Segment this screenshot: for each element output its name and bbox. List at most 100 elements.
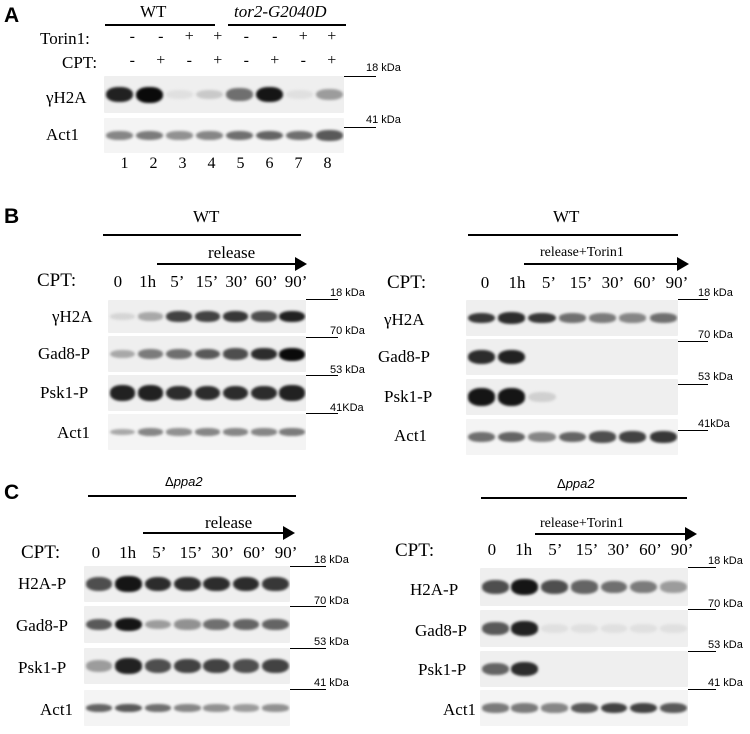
blot-band (558, 313, 586, 323)
panel-c-right-marker-18: 18 kDa (708, 555, 743, 567)
panel-a-torin-signs: - - + + - - + + (118, 28, 346, 46)
blot-band (109, 312, 136, 321)
blot-band (225, 130, 253, 141)
panel-b-left-marker-line-53 (306, 375, 338, 376)
panel-b-left-header: WT (193, 207, 220, 226)
panel-c-right-release-arrow (535, 528, 697, 540)
blot-band (511, 662, 539, 676)
timepoint-label: 1h (119, 543, 137, 562)
blot-band (619, 313, 647, 323)
panel-b-right-marker-53: 53 kDa (698, 371, 733, 383)
panel-a-letter: A (4, 4, 20, 27)
panel-b-left-marker-53: 53 kDa (330, 364, 365, 376)
timepoint-label: 15’ (195, 272, 219, 291)
timepoint-label: 5’ (170, 272, 185, 291)
blot-band (137, 348, 164, 360)
blot-band (262, 618, 289, 631)
blot-band (511, 579, 539, 595)
blot-band (115, 576, 142, 592)
blot-band (498, 312, 526, 324)
panel-b-right-blot-gad8 (466, 339, 678, 375)
timepoint-label: 0 (113, 272, 123, 291)
blot-band (144, 576, 172, 592)
torin-sign: + (184, 28, 194, 45)
blot-band (528, 432, 556, 442)
timepoint-label: 0 (91, 543, 101, 562)
panel-c-left-cpt-label: CPT: (21, 542, 61, 563)
panel-b-right-blot-act1 (466, 419, 678, 455)
panel-b-right-release-arrow (524, 258, 689, 270)
lane-number: 2 (149, 155, 158, 172)
panel-c-right-header: Δppa2 (557, 476, 595, 491)
blot-band (232, 704, 260, 712)
panel-c-right-marker-53: 53 kDa (708, 639, 743, 651)
panel-b-left-blot-gh2a (108, 300, 306, 333)
panel-c-right-blot-act1 (480, 690, 688, 726)
panel-b-left-blot-act1 (108, 414, 306, 450)
blot-band (85, 618, 113, 631)
torin-sign: - (272, 28, 278, 45)
blot-band (541, 703, 568, 713)
panel-c-right-cpt-label: CPT: (395, 540, 435, 561)
panel-a-wt-header: WT (140, 2, 167, 21)
panel-b-left-release-arrow (157, 258, 307, 270)
panel-a-cpt-signs: - + - + - + - + (118, 52, 346, 70)
timepoint-label: 5’ (548, 540, 563, 559)
cpt-sign: - (186, 52, 192, 69)
panel-b-right-cpt-label: CPT: (387, 272, 427, 293)
blot-band (222, 428, 249, 436)
blot-band (203, 658, 230, 674)
panel-c-left-marker-line-41 (290, 689, 326, 690)
blot-band (194, 385, 220, 401)
timepoint-label: 90’ (665, 273, 689, 292)
panel-c-right-marker-line-70 (688, 609, 716, 610)
blot-band (195, 130, 223, 140)
panel-c-left-row-label-act1: Act1 (40, 700, 74, 719)
blot-band (315, 88, 343, 101)
blot-band (135, 86, 163, 103)
panel-b-right-row-label-gh2a: γH2A (384, 310, 425, 329)
blot-band (232, 576, 260, 592)
cpt-sign: + (156, 52, 166, 69)
panel-c-right-timepoints: 0 1h 5’ 15’ 30’ 60’ 90’ (476, 540, 698, 560)
blot-band (570, 624, 598, 633)
cpt-sign: + (270, 52, 280, 69)
blot-band (105, 86, 133, 103)
panel-a-marker-line-18 (344, 76, 376, 77)
panel-a-cpt-label: CPT: (62, 53, 98, 72)
blot-band (166, 385, 192, 401)
panel-c-left-row-label-psk1: Psk1-P (18, 658, 67, 677)
panel-c-left-marker-line-70 (290, 606, 326, 607)
blot-band (137, 385, 164, 401)
panel-c-right-release-label: release+Torin1 (540, 516, 624, 531)
blot-band (203, 704, 230, 712)
panel-c-right-blot-gad8 (480, 610, 688, 647)
panel-b-right-marker-70: 70 kDa (698, 329, 733, 341)
panel-b-left-release-label: release (208, 243, 256, 262)
lane-number: 1 (120, 155, 129, 172)
blot-band (467, 388, 496, 406)
blot-band (251, 385, 277, 401)
blot-band (115, 658, 142, 674)
timepoint-label: 1h (515, 540, 533, 559)
blot-band (255, 86, 283, 103)
lane-number: 8 (323, 155, 332, 172)
panel-b-right-row-label-act1: Act1 (394, 426, 428, 445)
timepoint-label: 90’ (274, 543, 298, 562)
blot-band (528, 312, 556, 324)
blot-band (481, 662, 509, 676)
timepoint-label: 5’ (152, 543, 167, 562)
panel-c-right-marker-line-53 (688, 651, 716, 652)
blot-band (467, 350, 496, 364)
panel-a-mutant-header: tor2-G2040D (234, 2, 327, 21)
timepoint-label: 15’ (575, 540, 599, 559)
blot-band (135, 130, 163, 141)
panel-b-right-marker-41: 41kDa (698, 418, 730, 430)
panel-a-mutant-bracket (228, 24, 346, 26)
blot-band (137, 312, 164, 321)
blot-band (203, 576, 230, 592)
panel-c-left-release-label: release (205, 513, 253, 532)
blot-band (232, 659, 260, 673)
blot-band (85, 577, 113, 591)
timepoint-label: 30’ (225, 272, 249, 291)
